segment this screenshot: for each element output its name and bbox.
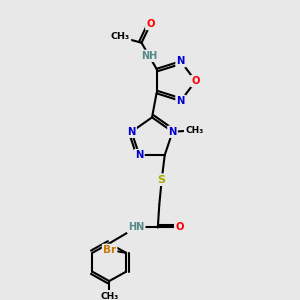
Text: N: N	[176, 96, 185, 106]
Text: Br: Br	[103, 245, 116, 255]
Text: S: S	[158, 175, 166, 185]
Text: N: N	[176, 56, 185, 66]
Text: O: O	[175, 223, 184, 232]
Text: NH: NH	[141, 51, 157, 61]
Text: O: O	[191, 76, 200, 86]
Text: O: O	[146, 19, 155, 29]
Text: CH₃: CH₃	[111, 32, 130, 41]
Text: N: N	[127, 127, 136, 137]
Text: CH₃: CH₃	[100, 292, 118, 300]
Text: N: N	[168, 127, 177, 137]
Text: N: N	[135, 150, 143, 160]
Text: HN: HN	[128, 223, 144, 232]
Text: CH₃: CH₃	[185, 126, 203, 135]
